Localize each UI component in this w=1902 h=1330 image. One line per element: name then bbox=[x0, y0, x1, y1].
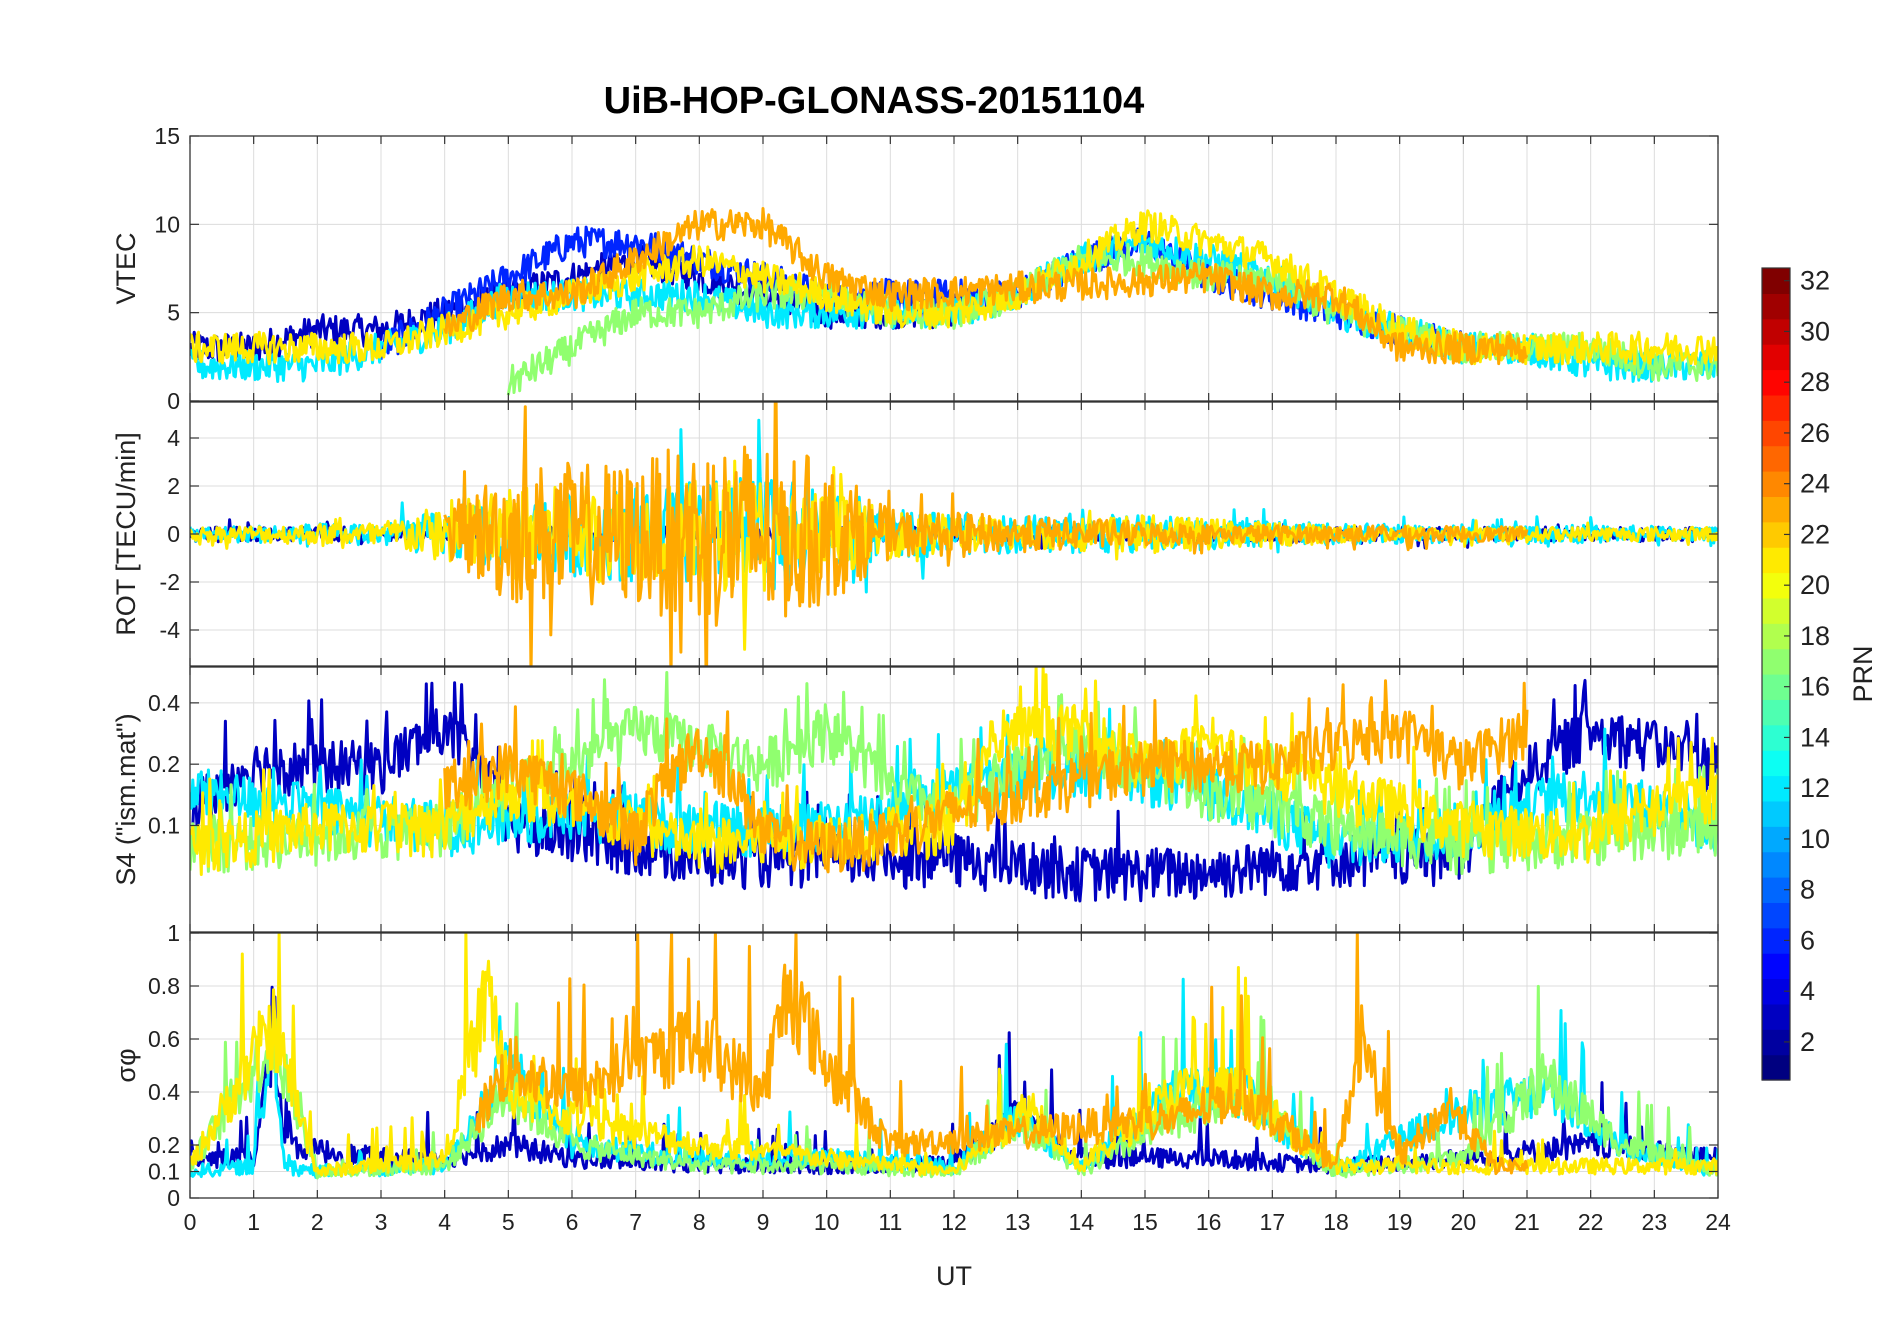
x-tick-label: 4 bbox=[438, 1209, 451, 1235]
panel-s4: 0.1 0.2 0.4 S4 ("ism.mat") bbox=[111, 666, 1719, 933]
x-tick-label: 12 bbox=[941, 1209, 967, 1235]
colorbar-swatch bbox=[1762, 800, 1790, 827]
y-axis-label: ROT [TECU/min] bbox=[111, 432, 141, 636]
x-tick-label: 15 bbox=[1132, 1209, 1158, 1235]
y-tick-label: 0 bbox=[167, 521, 180, 547]
series-line-prn-23 bbox=[475, 933, 1529, 1176]
colorbar-swatch bbox=[1762, 699, 1790, 726]
colorbar-swatch bbox=[1762, 851, 1790, 878]
colorbar-swatch bbox=[1762, 496, 1790, 523]
x-tick-label: 0 bbox=[184, 1209, 197, 1235]
x-tick-label: 19 bbox=[1387, 1209, 1413, 1235]
x-tick-label: 18 bbox=[1323, 1209, 1349, 1235]
series-group bbox=[190, 207, 1718, 396]
x-tick-label: 14 bbox=[1069, 1209, 1095, 1235]
colorbar-tick-label: 8 bbox=[1800, 875, 1815, 905]
colorbar-tick-label: 2 bbox=[1800, 1027, 1815, 1057]
x-tick-label: 16 bbox=[1196, 1209, 1222, 1235]
colorbar-swatch bbox=[1762, 750, 1790, 777]
x-tick-label: 21 bbox=[1514, 1209, 1540, 1235]
colorbar-swatch bbox=[1762, 648, 1790, 675]
y-axis-label: VTEC bbox=[111, 232, 141, 304]
x-tick-label: 2 bbox=[311, 1209, 324, 1235]
x-tick-label: 7 bbox=[629, 1209, 642, 1235]
series-group bbox=[190, 933, 1718, 1180]
series-line-prn-23 bbox=[443, 402, 1529, 666]
x-tick-label: 11 bbox=[878, 1209, 902, 1235]
colorbar-swatch bbox=[1762, 547, 1790, 574]
x-tick-label: 9 bbox=[757, 1209, 770, 1235]
series-line-prn-23 bbox=[443, 679, 1529, 874]
y-tick-label: 0 bbox=[167, 388, 180, 414]
x-tick-label: 1 bbox=[247, 1209, 260, 1235]
x-tick-label: 22 bbox=[1578, 1209, 1604, 1235]
colorbar-swatch bbox=[1762, 1003, 1790, 1030]
series-line-prn-21 bbox=[190, 933, 1718, 1178]
y-tick-label: 5 bbox=[167, 300, 180, 326]
y-tick-label: 15 bbox=[154, 123, 180, 149]
colorbar-tick-label: 4 bbox=[1800, 976, 1815, 1006]
colorbar-tick-label: 28 bbox=[1800, 367, 1830, 397]
colorbar-label: PRN bbox=[1848, 645, 1878, 702]
y-tick-label: 4 bbox=[167, 425, 180, 451]
colorbar-frame bbox=[1761, 267, 1791, 1081]
y-tick-label: 0.1 bbox=[148, 1159, 180, 1185]
series-group bbox=[190, 402, 1718, 666]
x-tick-label: 20 bbox=[1451, 1209, 1477, 1235]
colorbar-tick-label: 14 bbox=[1800, 722, 1830, 752]
series-group bbox=[190, 667, 1718, 903]
colorbar-swatch bbox=[1762, 293, 1790, 320]
colorbar-tick-label: 16 bbox=[1800, 672, 1830, 702]
y-tick-label: 0.2 bbox=[148, 1132, 180, 1158]
colorbar-tick-label: 6 bbox=[1800, 925, 1815, 955]
panel-vtec: 0 5 10 15 VTEC bbox=[111, 123, 1719, 414]
colorbar-tick-label: 20 bbox=[1800, 570, 1830, 600]
y-tick-label: 0.6 bbox=[148, 1026, 180, 1052]
colorbar-swatch bbox=[1762, 344, 1790, 371]
y-tick-label: 0.2 bbox=[148, 751, 180, 777]
x-tick-label: 24 bbox=[1705, 1209, 1731, 1235]
y-axis-label: σφ bbox=[111, 1048, 141, 1082]
colorbar-tick-label: 30 bbox=[1800, 316, 1830, 346]
y-tick-label: 0 bbox=[167, 1185, 180, 1211]
x-tick-label: 17 bbox=[1260, 1209, 1286, 1235]
y-tick-label: 10 bbox=[154, 211, 180, 237]
colorbar-swatch bbox=[1762, 953, 1790, 980]
colorbar-tick-label: 26 bbox=[1800, 418, 1830, 448]
y-tick-label: 0.4 bbox=[148, 690, 180, 716]
colorbar-swatch bbox=[1762, 394, 1790, 421]
colorbar-swatch bbox=[1762, 445, 1790, 472]
x-tick-label: 23 bbox=[1642, 1209, 1668, 1235]
x-tick-label: 5 bbox=[502, 1209, 515, 1235]
colorbar-tick-label: 12 bbox=[1800, 773, 1830, 803]
colorbar-tick-label: 32 bbox=[1800, 266, 1830, 296]
colorbar-swatch bbox=[1762, 1054, 1790, 1081]
x-tick-label: 6 bbox=[566, 1209, 579, 1235]
chart-title: UiB-HOP-GLONASS-20151104 bbox=[604, 80, 1145, 122]
x-tick-label: 3 bbox=[375, 1209, 388, 1235]
colorbar-tick-label: 10 bbox=[1800, 824, 1830, 854]
y-tick-label: 1 bbox=[167, 920, 180, 946]
panel-rot: -4 -2 0 2 4 ROT [TECU/min] bbox=[111, 401, 1719, 667]
y-tick-label: -4 bbox=[160, 617, 181, 643]
x-tick-label: 8 bbox=[693, 1209, 706, 1235]
colorbar-swatch bbox=[1762, 597, 1790, 624]
colorbar-tick-label: 24 bbox=[1800, 469, 1830, 499]
y-axis-label: S4 ("ism.mat") bbox=[111, 713, 141, 885]
x-tick-label: 13 bbox=[1005, 1209, 1031, 1235]
colorbar-tick-label: 22 bbox=[1800, 519, 1830, 549]
colorbar-tick-label: 18 bbox=[1800, 621, 1830, 651]
y-tick-label: 0.1 bbox=[148, 812, 180, 838]
y-tick-label: 2 bbox=[167, 473, 180, 499]
series-line-prn-23 bbox=[443, 207, 1529, 366]
y-tick-label: 0.4 bbox=[148, 1079, 180, 1105]
x-tick-label: 10 bbox=[814, 1209, 840, 1235]
x-axis-label: UT bbox=[936, 1261, 972, 1291]
colorbar-swatch bbox=[1762, 902, 1790, 929]
y-tick-label: -2 bbox=[160, 569, 180, 595]
y-tick-label: 0.8 bbox=[148, 973, 180, 999]
